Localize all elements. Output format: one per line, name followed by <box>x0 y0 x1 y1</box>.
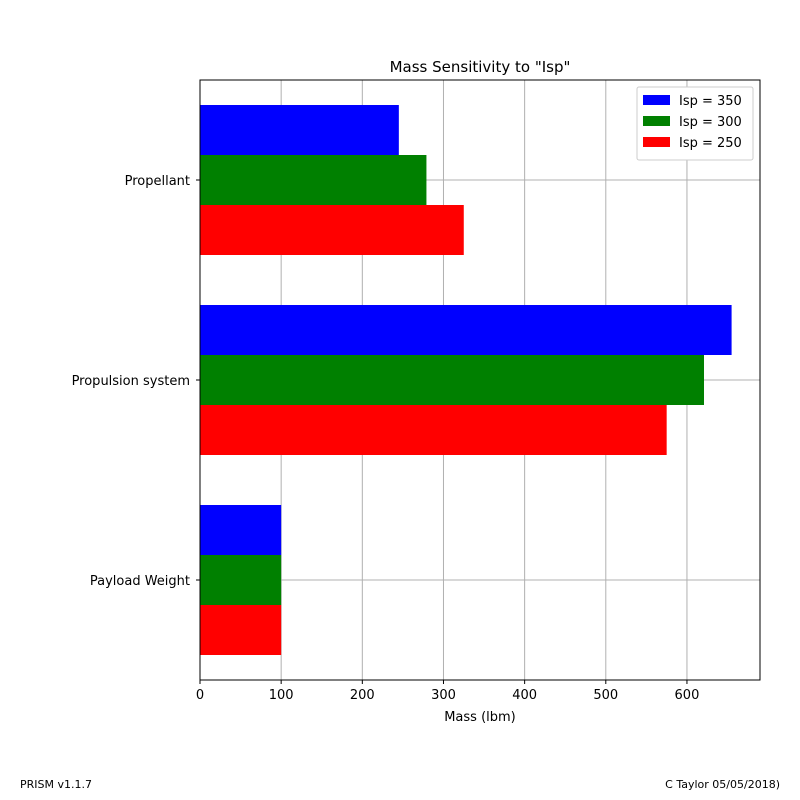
x-tick-label: 100 <box>269 688 294 703</box>
bar <box>200 605 282 655</box>
legend: Isp = 350 Isp = 300 Isp = 250 <box>636 86 754 161</box>
legend-label: Isp = 300 <box>679 115 742 130</box>
bar <box>200 405 667 455</box>
bar <box>200 305 732 355</box>
x-tick-label: 300 <box>431 688 456 703</box>
chart-title: Mass Sensitivity to "Isp" <box>390 58 571 76</box>
bars <box>200 105 732 655</box>
legend-label: Isp = 250 <box>679 136 742 151</box>
legend-swatch <box>643 116 670 126</box>
bar <box>200 355 704 405</box>
category-label: Propellant <box>125 174 190 189</box>
legend-swatch <box>643 137 670 147</box>
legend-label: Isp = 350 <box>679 94 742 109</box>
category-label: Payload Weight <box>90 574 190 589</box>
bar <box>200 555 282 605</box>
x-tick-label: 600 <box>675 688 700 703</box>
x-tick-label: 400 <box>512 688 537 703</box>
x-tick-label: 500 <box>593 688 618 703</box>
category-label: Propulsion system <box>72 374 190 389</box>
bar <box>200 155 427 205</box>
x-axis: 0 100 200 300 400 500 600 <box>196 680 700 703</box>
bar <box>200 205 464 255</box>
x-tick-label: 0 <box>196 688 204 703</box>
bar <box>200 505 282 555</box>
footer-version: PRISM v1.1.7 <box>20 778 92 791</box>
bar <box>200 105 399 155</box>
x-tick-label: 200 <box>350 688 375 703</box>
footer-author: C Taylor 05/05/2018) <box>665 778 780 791</box>
legend-swatch <box>643 95 670 105</box>
y-axis: Propellant Propulsion system Payload Weigh… <box>72 174 200 589</box>
x-axis-label: Mass (lbm) <box>444 710 516 725</box>
